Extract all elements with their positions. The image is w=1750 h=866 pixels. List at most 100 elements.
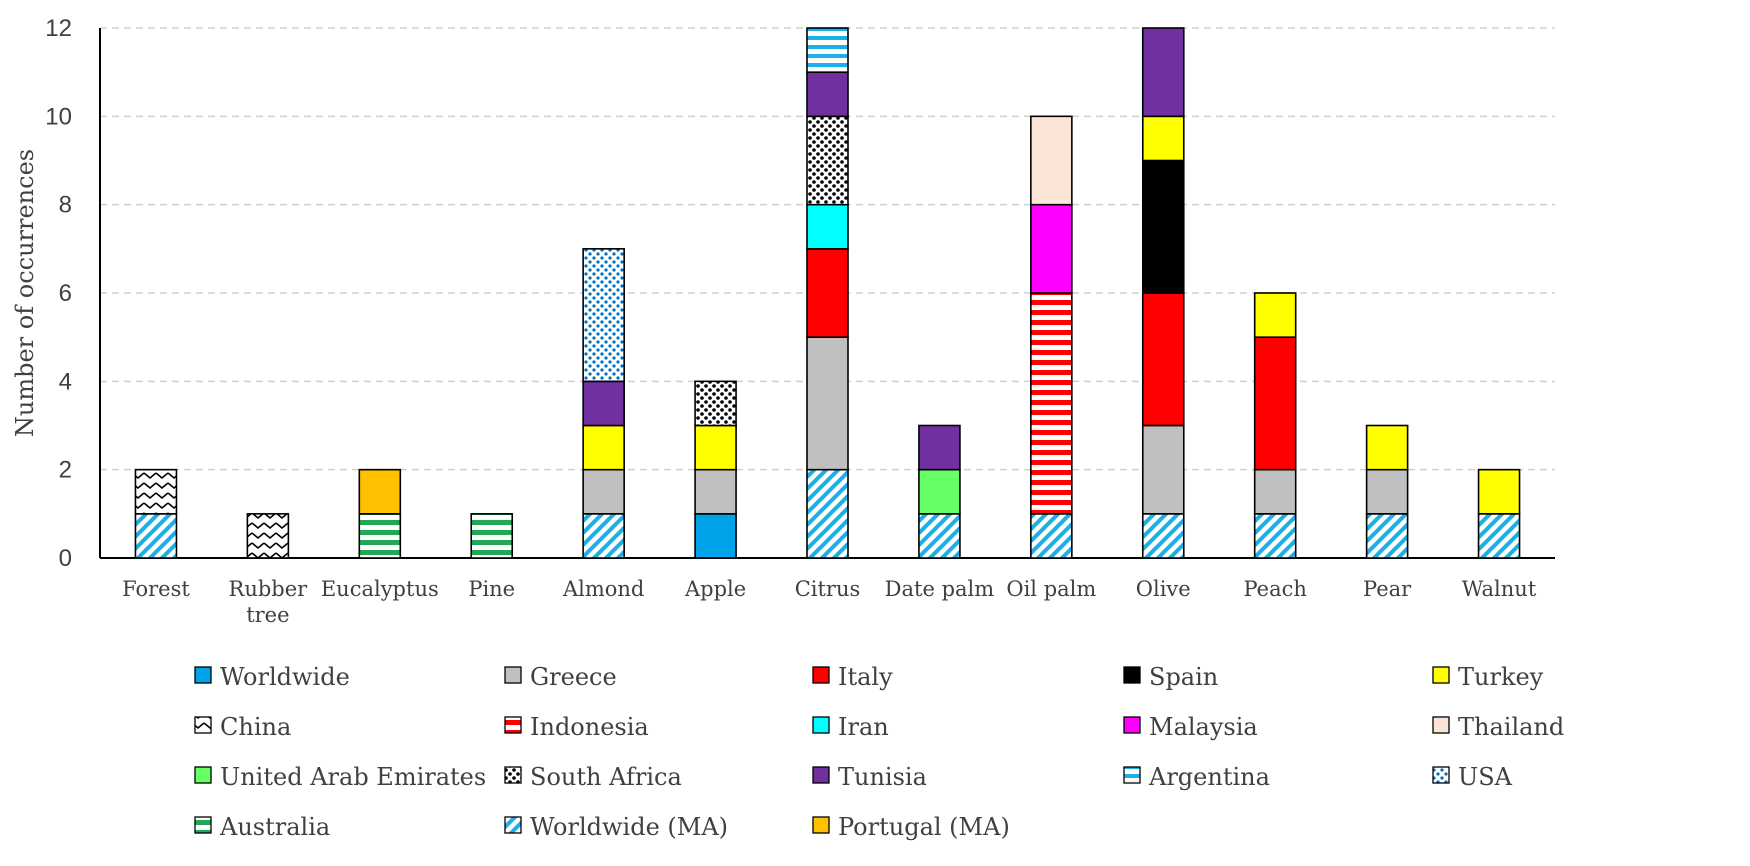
y-tick-label: 0 xyxy=(59,545,72,572)
bar-apple-south-africa xyxy=(694,380,737,427)
bar-citrus-tunisia xyxy=(806,71,849,118)
legend-swatch-tunisia xyxy=(812,766,830,784)
legend-label-indonesia: Indonesia xyxy=(530,713,649,741)
bar-peach-turkey xyxy=(1253,292,1297,338)
x-tick-label: Citrus xyxy=(795,577,861,601)
bar-citrus-greece xyxy=(806,336,849,471)
y-tick-label: 2 xyxy=(59,457,72,484)
x-tick-label: Walnut xyxy=(1462,577,1537,601)
x-tick-label: Oil palm xyxy=(1006,577,1096,601)
bar-peach-greece xyxy=(1253,468,1297,515)
legend-swatch-greece xyxy=(504,666,522,684)
bar-date-palm-worldwide-ma xyxy=(918,513,961,559)
bar-olive-tunisia xyxy=(1141,27,1185,118)
bar-citrus-south-africa xyxy=(806,115,849,206)
bar-olive-turkey xyxy=(1141,115,1185,162)
x-tick-label: Forest xyxy=(122,577,190,601)
x-tick-label: Olive xyxy=(1136,577,1191,601)
legend-swatch-iran xyxy=(812,716,830,734)
legend-swatch-argentina xyxy=(1123,766,1141,784)
y-tick-label: 8 xyxy=(59,192,72,219)
bar-eucalyptus-australia xyxy=(358,513,402,559)
bar-walnut-turkey xyxy=(1477,468,1521,515)
bar-oil-palm-malaysia xyxy=(1030,203,1073,294)
bar-oil-palm-thailand xyxy=(1030,115,1073,206)
gridlines xyxy=(100,27,1555,471)
bar-olive-spain xyxy=(1141,159,1185,294)
bar-pine-australia xyxy=(470,513,514,559)
bar-apple-greece xyxy=(694,468,737,515)
legend-label-thailand: Thailand xyxy=(1458,713,1564,741)
bars xyxy=(134,27,1521,559)
legend-swatch-thailand xyxy=(1432,716,1450,734)
legend-swatch-malaysia xyxy=(1123,716,1141,734)
bar-date-palm-tunisia xyxy=(918,424,961,471)
x-tick-label: Rubber tree xyxy=(229,577,309,627)
bar-citrus-argentina xyxy=(806,27,849,73)
bar-oil-palm-indonesia xyxy=(1030,292,1073,515)
legend-label-argentina: Argentina xyxy=(1148,763,1270,791)
legend-label-portugal-ma: Portugal (MA) xyxy=(838,813,1010,841)
legend-label-turkey: Turkey xyxy=(1458,663,1544,691)
legend-swatch-worldwide-ma xyxy=(504,816,522,834)
bar-peach-italy xyxy=(1253,336,1297,471)
legend-swatch-south-africa xyxy=(504,766,522,784)
bar-rubber-tree-china xyxy=(246,513,290,559)
bar-almond-greece xyxy=(582,468,625,515)
x-tick-label: Peach xyxy=(1243,577,1306,601)
bar-forest-worldwide-ma xyxy=(134,513,178,559)
bar-walnut-worldwide-ma xyxy=(1477,513,1521,559)
bar-pear-turkey xyxy=(1365,424,1409,471)
legend-label-tunisia: Tunisia xyxy=(838,763,927,791)
legend-label-united-arab-emirates: United Arab Emirates xyxy=(220,763,486,791)
legend-label-malaysia: Malaysia xyxy=(1149,713,1258,741)
legend-swatch-united-arab-emirates xyxy=(194,766,212,784)
legend-swatch-australia xyxy=(194,816,212,834)
y-tick-label: 6 xyxy=(59,280,72,307)
legend-label-south-africa: South Africa xyxy=(530,763,682,791)
bar-pear-greece xyxy=(1365,468,1409,515)
legend-label-spain: Spain xyxy=(1149,663,1218,691)
legend-label-worldwide-ma: Worldwide (MA) xyxy=(530,813,728,841)
bar-apple-turkey xyxy=(694,424,737,471)
y-tick-label: 12 xyxy=(45,15,72,42)
legend-label-iran: Iran xyxy=(838,713,889,741)
bar-olive-worldwide-ma xyxy=(1141,513,1185,559)
bar-almond-usa xyxy=(582,248,625,383)
bar-citrus-worldwide-ma xyxy=(806,468,849,559)
legend-label-australia: Australia xyxy=(219,813,330,841)
legend-swatch-worldwide xyxy=(194,666,212,684)
x-tick-label: Pine xyxy=(468,577,515,601)
y-tick-label: 10 xyxy=(45,103,72,130)
bar-eucalyptus-portugal-ma xyxy=(358,468,402,515)
legend-swatch-indonesia xyxy=(504,716,522,734)
legend-label-china: China xyxy=(220,713,291,741)
bar-citrus-italy xyxy=(806,248,849,338)
bar-citrus-iran xyxy=(806,203,849,250)
legend-label-greece: Greece xyxy=(530,663,617,691)
bar-almond-worldwide-ma xyxy=(582,513,625,559)
bar-apple-worldwide xyxy=(694,513,737,559)
x-tick-label: Almond xyxy=(562,577,644,601)
legend-swatch-spain xyxy=(1123,666,1141,684)
x-tick-label: Pear xyxy=(1363,577,1412,601)
bar-oil-palm-worldwide-ma xyxy=(1030,513,1073,559)
bar-olive-greece xyxy=(1141,424,1185,515)
bar-olive-italy xyxy=(1141,292,1185,427)
y-axis-title: Number of occurrences xyxy=(11,149,39,437)
legend-swatch-china xyxy=(194,716,212,734)
legend-swatch-turkey xyxy=(1432,666,1450,684)
y-tick-label: 4 xyxy=(59,368,72,395)
x-tick-label: Eucalyptus xyxy=(321,577,439,601)
bar-almond-tunisia xyxy=(582,380,625,427)
legend-swatch-italy xyxy=(812,666,830,684)
bar-forest-china xyxy=(134,468,178,515)
bar-pear-worldwide-ma xyxy=(1365,513,1409,559)
axis-labels: 0 2 4 6 8 10 12 Number of occurrences Forest Rubb… xyxy=(11,15,1537,627)
x-tick-label: Date palm xyxy=(885,577,995,601)
bar-date-palm-united-arab-emirates xyxy=(918,468,961,515)
bar-almond-turkey xyxy=(582,424,625,471)
legend-label-worldwide: Worldwide xyxy=(220,663,350,691)
